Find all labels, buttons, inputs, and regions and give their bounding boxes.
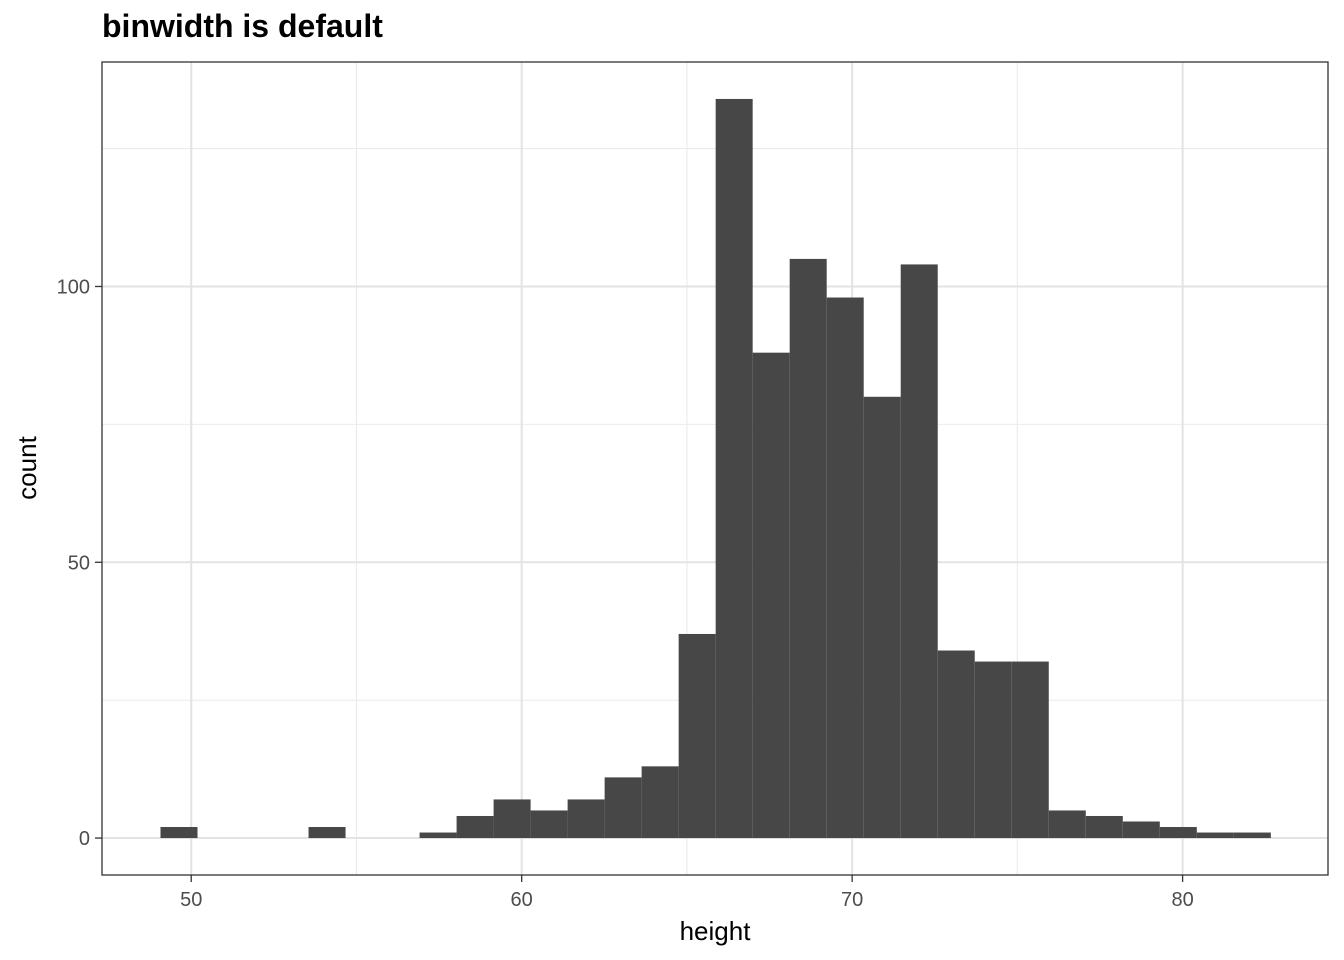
histogram-bar xyxy=(641,766,679,839)
histogram-bar xyxy=(678,633,716,839)
x-tick-label: 70 xyxy=(841,889,863,911)
histogram-bar xyxy=(308,827,346,839)
histogram-bar xyxy=(419,832,457,839)
histogram-bar xyxy=(1048,810,1086,839)
y-tick-label: 50 xyxy=(68,552,90,574)
histogram-bar xyxy=(863,396,901,839)
chart-title: binwidth is default xyxy=(102,8,383,44)
histogram-bar xyxy=(530,810,568,839)
histogram-bar xyxy=(1122,821,1160,839)
histogram-bar xyxy=(456,815,494,839)
y-tick-label: 0 xyxy=(79,828,90,850)
histogram-bar xyxy=(1196,832,1234,839)
histogram-bar xyxy=(1085,815,1123,839)
x-axis-title: height xyxy=(680,916,752,946)
histogram-bar xyxy=(160,827,198,839)
histogram-bar xyxy=(789,258,827,839)
histogram-bar xyxy=(1011,661,1049,839)
y-axis: 0 50 100 xyxy=(57,276,102,850)
histogram-bar xyxy=(1233,832,1271,839)
histogram-bar xyxy=(567,799,605,839)
x-tick-label: 80 xyxy=(1171,889,1193,911)
x-axis: 50 60 70 80 xyxy=(180,875,1194,911)
histogram-bar xyxy=(715,98,753,839)
y-tick-label: 100 xyxy=(57,276,90,298)
panel-border xyxy=(101,61,1329,876)
x-tick-label: 60 xyxy=(511,889,533,911)
histogram-bar xyxy=(937,650,975,839)
histogram-bar xyxy=(752,352,790,839)
x-tick-label: 50 xyxy=(180,889,202,911)
histogram-bar xyxy=(826,297,864,839)
histogram-bar xyxy=(604,777,642,839)
histogram-bar xyxy=(974,661,1012,839)
histogram-bar xyxy=(900,264,938,839)
y-axis-title: count xyxy=(12,435,42,499)
histogram-bar xyxy=(493,799,531,839)
histogram-bars xyxy=(160,98,1271,839)
histogram-bar xyxy=(1159,827,1197,839)
